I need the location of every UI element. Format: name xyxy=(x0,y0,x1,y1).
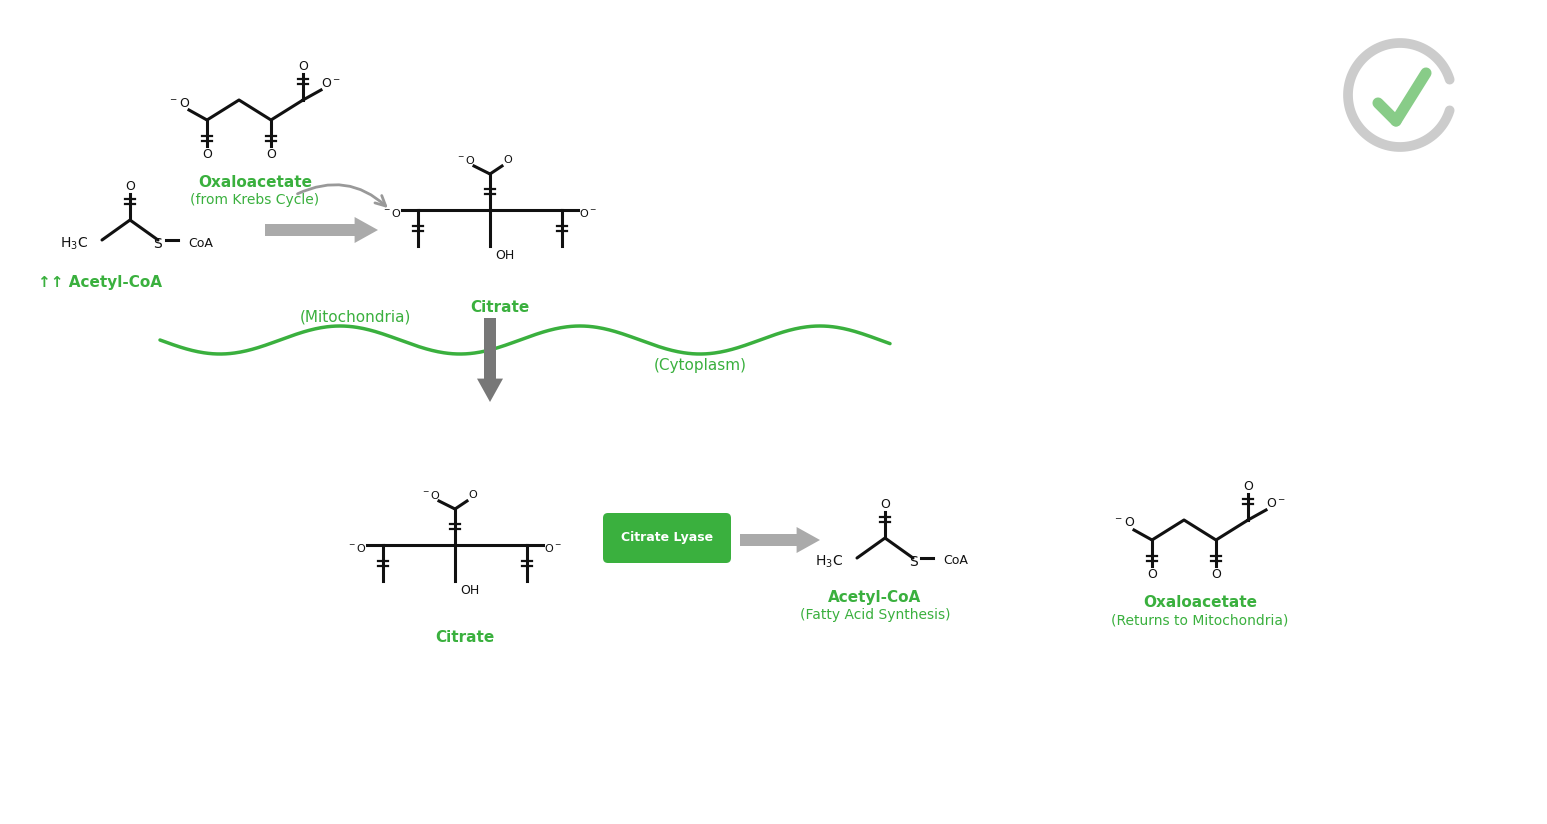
Polygon shape xyxy=(739,527,820,553)
Text: Citrate: Citrate xyxy=(435,630,495,645)
Text: $^-$O: $^-$O xyxy=(167,96,190,110)
Text: OH: OH xyxy=(495,249,514,261)
Text: $^-$O: $^-$O xyxy=(347,542,367,554)
Polygon shape xyxy=(265,217,377,243)
Text: O$^-$: O$^-$ xyxy=(1265,497,1286,509)
Text: $^-$O: $^-$O xyxy=(456,154,476,166)
Text: Oxaloacetate: Oxaloacetate xyxy=(198,175,312,190)
Text: O: O xyxy=(469,490,478,500)
Text: $^-$O: $^-$O xyxy=(1112,517,1135,530)
Text: (Cytoplasm): (Cytoplasm) xyxy=(653,358,747,373)
Text: O: O xyxy=(1244,480,1253,493)
Text: S: S xyxy=(153,237,162,251)
Polygon shape xyxy=(476,318,503,402)
Text: O: O xyxy=(1146,568,1157,580)
Text: O: O xyxy=(1211,568,1221,580)
Text: (Returns to Mitochondria): (Returns to Mitochondria) xyxy=(1111,613,1289,627)
Text: H$_3$C: H$_3$C xyxy=(815,554,843,570)
Text: Citrate Lyase: Citrate Lyase xyxy=(620,531,713,545)
Text: O: O xyxy=(125,180,135,193)
Text: O: O xyxy=(299,59,308,73)
Text: H$_3$C: H$_3$C xyxy=(60,236,88,252)
Text: O: O xyxy=(504,155,512,165)
Text: OH: OH xyxy=(459,583,480,597)
Text: $^-$O: $^-$O xyxy=(382,207,402,219)
Text: (Fatty Acid Synthesis): (Fatty Acid Synthesis) xyxy=(800,608,950,622)
Text: O$^-$: O$^-$ xyxy=(320,77,340,90)
Text: CoA: CoA xyxy=(189,236,213,250)
Text: CoA: CoA xyxy=(944,555,968,568)
Text: O$^-$: O$^-$ xyxy=(579,207,597,219)
Text: Acetyl-CoA: Acetyl-CoA xyxy=(828,590,922,605)
Text: (Mitochondria): (Mitochondria) xyxy=(299,310,410,325)
Text: (from Krebs Cycle): (from Krebs Cycle) xyxy=(190,193,320,207)
Text: $^-$O: $^-$O xyxy=(421,489,441,501)
FancyBboxPatch shape xyxy=(603,513,732,563)
Text: Citrate: Citrate xyxy=(470,300,529,315)
Text: O$^-$: O$^-$ xyxy=(545,542,562,554)
Text: ↑↑ Acetyl-CoA: ↑↑ Acetyl-CoA xyxy=(39,275,162,290)
Text: O: O xyxy=(203,147,212,161)
Text: Oxaloacetate: Oxaloacetate xyxy=(1143,595,1258,610)
Text: O: O xyxy=(266,147,275,161)
Text: O: O xyxy=(880,498,890,511)
Text: S: S xyxy=(908,555,917,569)
